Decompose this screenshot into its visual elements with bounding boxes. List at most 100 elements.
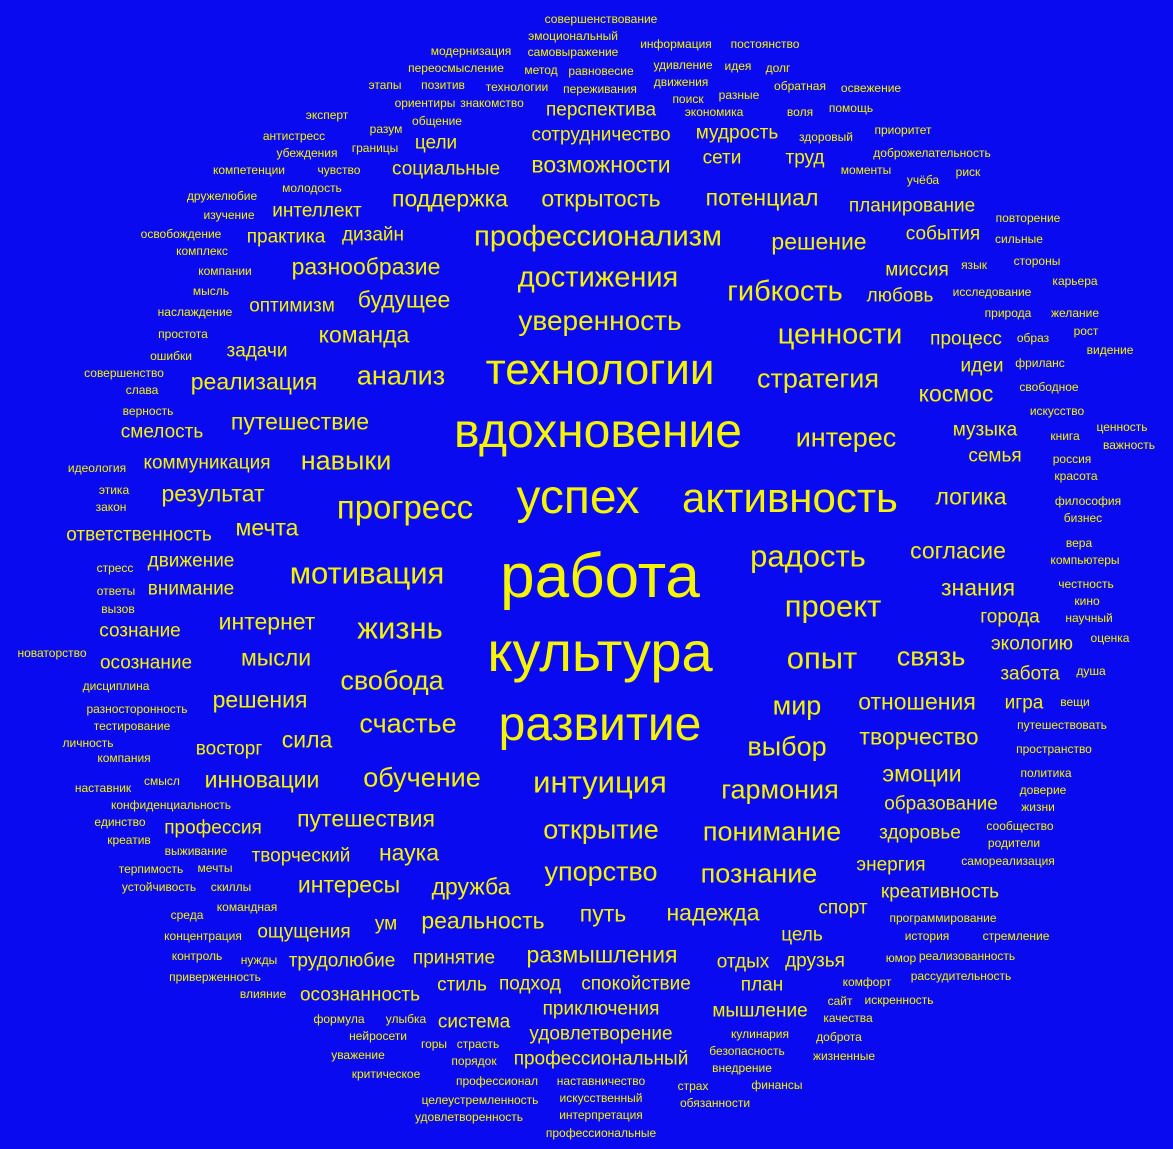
cloud-word: удовлетворение (529, 1023, 673, 1045)
cloud-word: этапы (368, 78, 402, 92)
cloud-word: радость (750, 538, 866, 574)
cloud-word: профессионализм (474, 220, 722, 253)
cloud-word: доброта (816, 1030, 862, 1044)
cloud-word: вызов (101, 602, 135, 616)
cloud-word: идея (724, 59, 752, 73)
cloud-word: изучение (203, 208, 255, 222)
cloud-word: творчество (859, 723, 979, 750)
cloud-word: мечта (235, 514, 299, 541)
cloud-word: ответственность (66, 524, 212, 546)
cloud-word: бизнес (1063, 511, 1103, 525)
cloud-word: поиск (672, 92, 704, 106)
cloud-word: стиль (437, 974, 487, 996)
cloud-word: улыбка (385, 1012, 427, 1026)
cloud-word: путь (579, 900, 627, 927)
cloud-word: сайт (827, 994, 853, 1008)
cloud-word: пространство (1016, 742, 1092, 756)
cloud-word: отношения (858, 688, 976, 715)
cloud-word: гармония (721, 774, 839, 805)
cloud-word: технологии (485, 80, 549, 94)
cloud-word: конфиденциальность (110, 798, 232, 812)
cloud-word: планирование (848, 195, 976, 217)
cloud-word: поддержка (392, 185, 508, 212)
cloud-word: программирование (889, 911, 997, 925)
cloud-word: сознание (99, 620, 181, 642)
cloud-word: энергия (856, 854, 926, 876)
cloud-word: забота (1000, 663, 1060, 685)
cloud-word: спорт (818, 897, 868, 919)
cloud-word: компании (198, 264, 252, 278)
cloud-word: практика (246, 226, 326, 248)
cloud-word: контроль (171, 949, 223, 963)
cloud-word: музыка (952, 419, 1018, 441)
cloud-word: закон (95, 500, 127, 514)
cloud-word: устойчивость (121, 880, 197, 894)
cloud-word: этика (98, 483, 130, 497)
cloud-word: история (904, 929, 950, 943)
cloud-word: чувство (317, 163, 361, 177)
cloud-word: россия (1052, 452, 1092, 466)
cloud-word: простота (158, 327, 208, 341)
cloud-word: ценность (1096, 420, 1148, 434)
cloud-word: убеждения (276, 146, 338, 160)
cloud-word: совершенствование (544, 12, 658, 26)
cloud-word: будущее (357, 286, 451, 313)
cloud-word: равновесие (568, 64, 634, 78)
cloud-word: инновации (204, 766, 320, 793)
cloud-word: развитие (498, 698, 702, 751)
cloud-word: дружба (431, 873, 511, 900)
cloud-word: душа (1076, 664, 1106, 678)
cloud-word: мысли (240, 644, 312, 671)
cloud-word: освобождение (140, 227, 222, 241)
cloud-word: повторение (995, 211, 1061, 225)
cloud-word: красота (1054, 469, 1098, 483)
cloud-word: движения (653, 75, 709, 89)
cloud-word: познание (700, 858, 818, 889)
cloud-word: финансы (751, 1078, 803, 1092)
cloud-word: природа (984, 306, 1032, 320)
cloud-word: жизненные (812, 1049, 876, 1063)
cloud-word: профессиональные (545, 1126, 657, 1140)
cloud-word: здоровье (879, 822, 961, 844)
cloud-word: знакомство (460, 96, 524, 110)
cloud-word: новаторство (17, 646, 87, 660)
cloud-word: разносторонность (86, 702, 188, 716)
cloud-word: осознанность (299, 984, 421, 1006)
cloud-word: освежение (840, 81, 902, 95)
cloud-word: переосмысление (408, 61, 504, 75)
cloud-word: долг (765, 61, 791, 75)
cloud-word: видение (1086, 343, 1134, 357)
cloud-word: риск (955, 165, 981, 179)
cloud-word: терпимость (118, 862, 184, 876)
cloud-word: решения (212, 686, 308, 713)
cloud-word: обучение (363, 762, 481, 793)
cloud-word: информация (640, 37, 712, 51)
cloud-word: технологии (485, 345, 715, 394)
cloud-word: игра (1004, 692, 1044, 714)
cloud-word: модернизация (430, 44, 512, 58)
cloud-word: достижения (517, 261, 679, 294)
cloud-word: карьера (1052, 274, 1098, 288)
cloud-word: разум (369, 122, 403, 136)
cloud-word: креатив (107, 833, 151, 847)
cloud-word: решение (771, 228, 867, 255)
cloud-word: разнообразие (291, 253, 441, 280)
cloud-word: семья (968, 445, 1022, 467)
cloud-word: реализованность (918, 949, 1016, 963)
cloud-word: образ (1016, 331, 1050, 345)
cloud-word: сильные (995, 232, 1043, 246)
cloud-word: кино (1074, 594, 1100, 608)
cloud-word: кулинария (730, 1027, 790, 1041)
cloud-word: результат (161, 480, 265, 507)
cloud-word: процесс (930, 328, 1002, 350)
cloud-word: удивление (653, 58, 713, 72)
cloud-word: доброжелательность (873, 146, 991, 160)
cloud-word: образование (884, 793, 998, 815)
cloud-word: выживание (164, 844, 228, 858)
cloud-word: сообщество (986, 819, 1054, 833)
cloud-word: интеллект (272, 200, 362, 222)
cloud-word: открытие (543, 814, 659, 845)
cloud-word: экологию (990, 633, 1074, 655)
cloud-word: мечты (197, 861, 233, 875)
cloud-word: оценка (1090, 631, 1130, 645)
